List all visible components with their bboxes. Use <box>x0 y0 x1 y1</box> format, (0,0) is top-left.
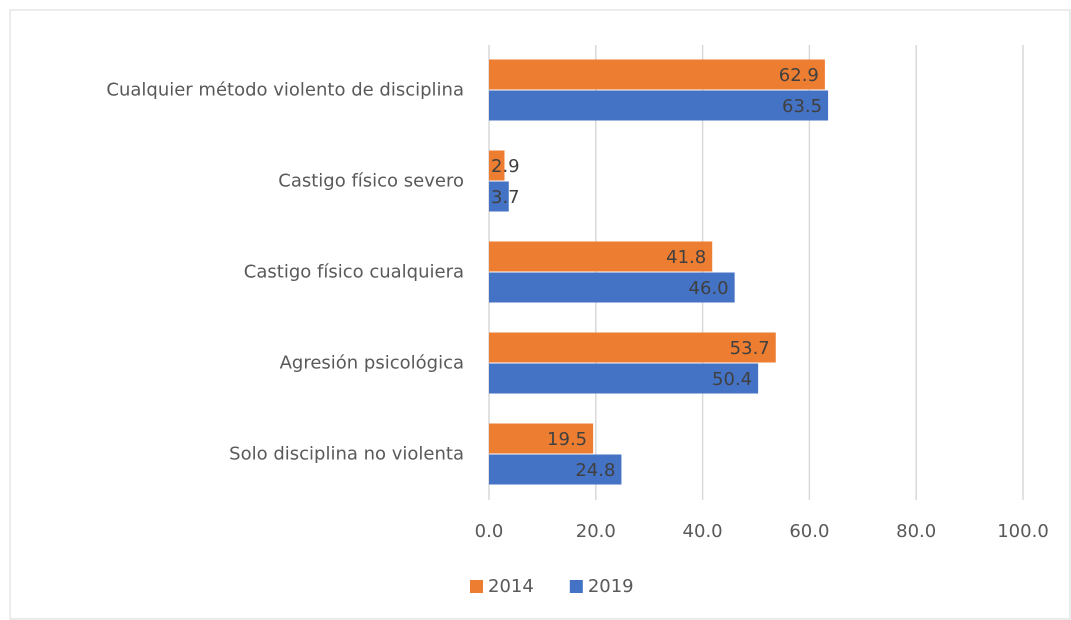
bar <box>489 150 505 181</box>
legend-swatch <box>569 580 583 593</box>
value-label: 19.5 <box>547 429 587 450</box>
bar <box>489 90 829 121</box>
y-tick-label: Cualquier método violento de disciplina <box>106 80 464 101</box>
x-tick-label: 0.0 <box>475 521 504 542</box>
value-label: 24.8 <box>575 460 615 481</box>
y-tick-label: Castigo físico cualquiera <box>244 262 464 283</box>
x-tick-label: 20.0 <box>576 521 616 542</box>
x-tick-label: 80.0 <box>896 521 936 542</box>
value-label: 41.8 <box>666 247 706 268</box>
legend-label: 2014 <box>488 576 534 597</box>
x-tick-label: 40.0 <box>683 521 723 542</box>
bar <box>489 363 759 394</box>
value-label: 62.9 <box>779 65 819 86</box>
y-tick-label: Agresión psicológica <box>280 353 464 374</box>
bar <box>489 454 622 485</box>
y-tick-label: Solo disciplina no violenta <box>229 444 464 465</box>
legend-label: 2019 <box>588 576 634 597</box>
bar <box>489 272 735 303</box>
bar <box>489 181 509 212</box>
x-tick-label: 60.0 <box>789 521 829 542</box>
x-tick-label: 100.0 <box>997 521 1049 542</box>
value-label: 3.7 <box>491 187 520 208</box>
legend-swatch <box>470 580 483 593</box>
value-label: 46.0 <box>689 278 729 299</box>
value-label: 63.5 <box>782 96 822 117</box>
y-tick-label: Castigo físico severo <box>278 171 464 192</box>
bar <box>489 241 713 272</box>
value-label: 2.9 <box>491 156 520 177</box>
value-label: 50.4 <box>712 369 752 390</box>
bar <box>489 59 825 90</box>
bar <box>489 332 776 363</box>
value-label: 53.7 <box>730 338 770 359</box>
bar <box>489 423 594 454</box>
